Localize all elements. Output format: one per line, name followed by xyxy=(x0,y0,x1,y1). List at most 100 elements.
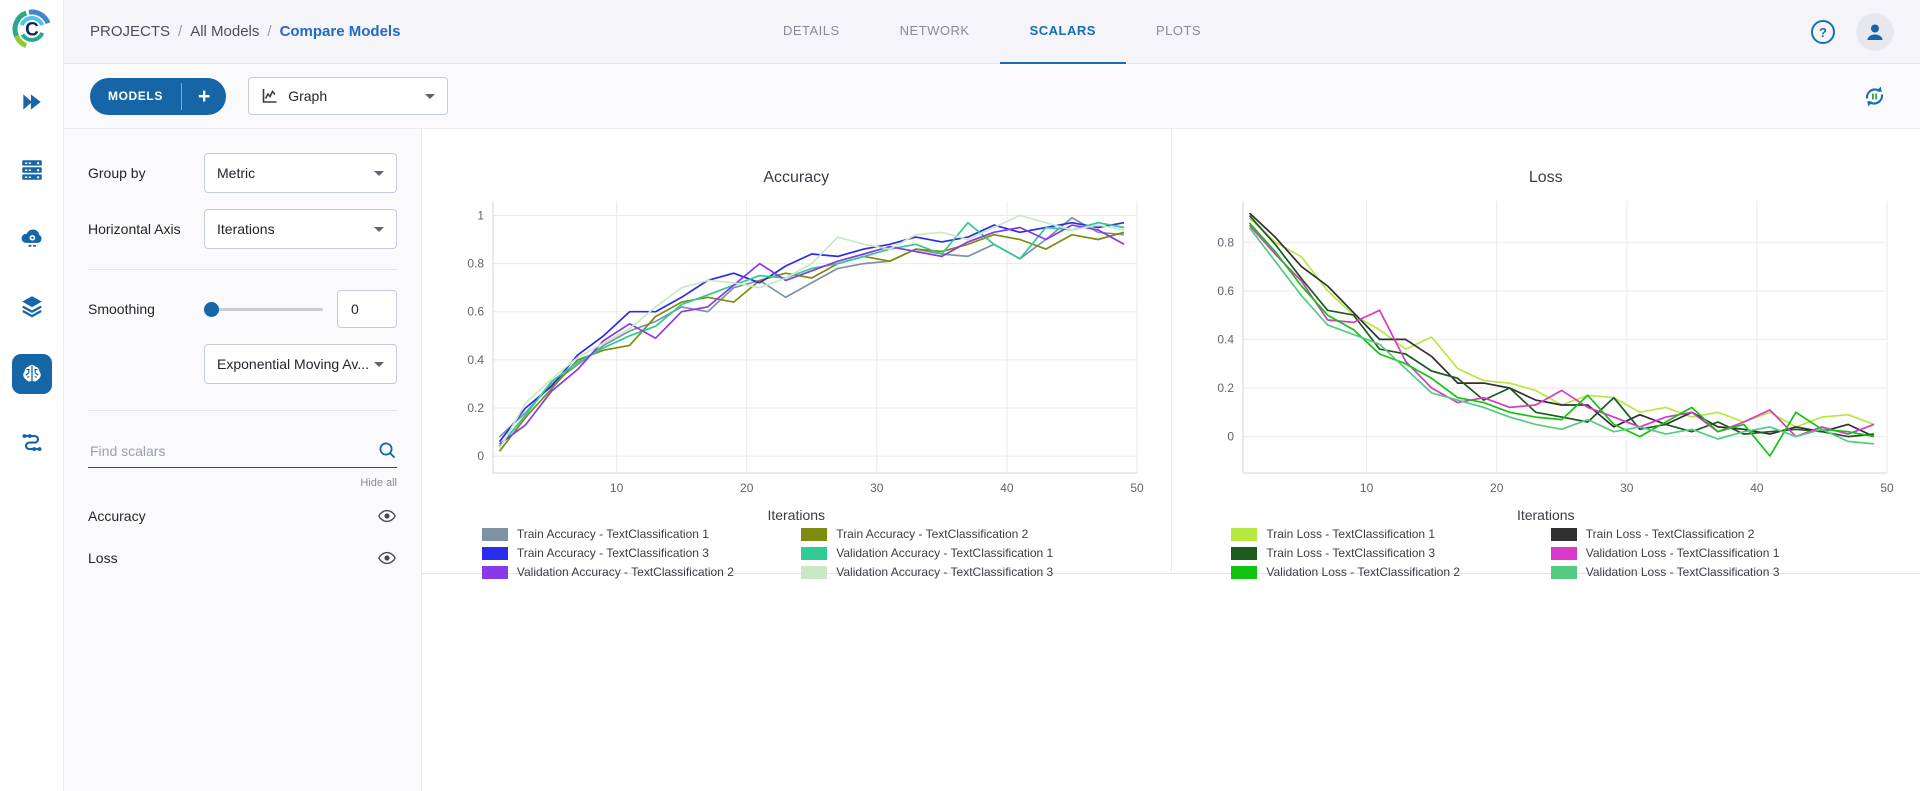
tab-network[interactable]: NETWORK xyxy=(899,23,970,38)
legend-label: Validation Loss - TextClassification 1 xyxy=(1585,546,1780,560)
models-button-label[interactable]: MODELS xyxy=(108,89,163,103)
slider-track[interactable] xyxy=(204,301,323,317)
legend-swatch xyxy=(1231,527,1258,541)
legend-item[interactable]: Train Loss - TextClassification 3 xyxy=(1231,546,1540,560)
legend-swatch xyxy=(1550,527,1577,541)
legend-swatch xyxy=(1231,546,1258,560)
auto-refresh-icon[interactable] xyxy=(1861,83,1888,110)
smoothing-slider[interactable] xyxy=(204,301,323,317)
legend-item[interactable]: Validation Accuracy - TextClassification… xyxy=(481,565,791,579)
legend-label: Validation Accuracy - TextClassification… xyxy=(836,565,1054,579)
chevron-down-icon xyxy=(425,93,436,99)
nav-layers-icon[interactable] xyxy=(12,286,52,326)
user-avatar[interactable] xyxy=(1856,12,1895,51)
svg-text:1: 1 xyxy=(478,208,485,222)
legend-item[interactable]: Train Loss - TextClassification 1 xyxy=(1231,527,1540,541)
scalars-settings-panel: Group by Metric Horizontal Axis Iteratio… xyxy=(64,128,422,791)
smoothing-type-select[interactable]: Exponential Moving Av... xyxy=(204,344,397,384)
chevron-down-icon xyxy=(374,361,384,367)
svg-text:0.2: 0.2 xyxy=(1217,381,1234,395)
add-model-button[interactable]: + xyxy=(197,84,211,108)
metric-label: Loss xyxy=(88,550,118,566)
legend-item[interactable]: Train Loss - TextClassification 2 xyxy=(1550,527,1860,541)
legend-item[interactable]: Train Accuracy - TextClassification 1 xyxy=(481,527,791,541)
svg-text:0: 0 xyxy=(1227,430,1234,444)
svg-text:50: 50 xyxy=(1131,481,1145,495)
legend-label: Train Loss - TextClassification 2 xyxy=(1585,527,1755,541)
tab-plots[interactable]: PLOTS xyxy=(1155,23,1202,38)
charts-area: Accuracy 0 0.2 0.4 0.6 0.8 1 10 20 30 40 50 Iterat… xyxy=(422,128,1920,791)
legend-label: Train Accuracy - TextClassification 1 xyxy=(516,527,709,541)
legend-swatch xyxy=(801,546,828,560)
header: PROJECTS / All Models / Compare Models D… xyxy=(64,0,1920,64)
tab-scalars[interactable]: SCALARS xyxy=(999,0,1126,64)
breadcrumb-current[interactable]: Compare Models xyxy=(279,23,401,40)
nav-pipeline-icon[interactable] xyxy=(12,422,52,462)
divider xyxy=(88,410,397,411)
graph-view-icon xyxy=(262,89,277,103)
legend-swatch xyxy=(1550,546,1577,560)
svg-text:30: 30 xyxy=(870,481,884,495)
hide-all-button[interactable]: Hide all xyxy=(360,477,397,489)
metric-row-accuracy[interactable]: Accuracy xyxy=(88,495,397,537)
loss-plot[interactable]: 0 0.2 0.4 0.6 0.8 10 20 30 40 50 xyxy=(1191,189,1901,507)
breadcrumb-separator: / xyxy=(178,23,183,40)
xaxis-title: Iterations xyxy=(767,507,826,523)
svg-text:0.4: 0.4 xyxy=(1217,332,1234,346)
legend-item[interactable]: Train Accuracy - TextClassification 3 xyxy=(481,546,791,560)
breadcrumb: PROJECTS / All Models / Compare Models xyxy=(90,23,753,40)
svg-text:0.8: 0.8 xyxy=(468,257,485,271)
nav-server-rack-icon[interactable] xyxy=(12,150,52,190)
tab-details[interactable]: DETAILS xyxy=(782,23,840,38)
nav-double-chevron-icon[interactable] xyxy=(12,82,52,122)
accuracy-chart: Accuracy 0 0.2 0.4 0.6 0.8 1 10 20 30 40 50 Iterat… xyxy=(422,129,1171,579)
legend-label: Train Loss - TextClassification 1 xyxy=(1266,527,1436,541)
breadcrumb-all-models[interactable]: All Models xyxy=(190,23,260,40)
chart-legend: Train Loss - TextClassification 1 Train L… xyxy=(1231,527,1860,579)
legend-swatch xyxy=(481,546,508,560)
legend-item[interactable]: Validation Loss - TextClassification 1 xyxy=(1550,546,1860,560)
svg-text:0: 0 xyxy=(478,449,485,463)
metric-row-loss[interactable]: Loss xyxy=(88,537,397,579)
search-icon[interactable] xyxy=(378,441,397,460)
legend-swatch xyxy=(1550,565,1577,579)
breadcrumb-separator: / xyxy=(267,23,272,40)
visibility-eye-icon[interactable] xyxy=(377,548,397,568)
legend-item[interactable]: Validation Accuracy - TextClassification… xyxy=(801,546,1110,560)
legend-label: Validation Loss - TextClassification 2 xyxy=(1266,565,1461,579)
svg-text:10: 10 xyxy=(1360,481,1374,495)
visibility-eye-icon[interactable] xyxy=(377,506,397,526)
nav-cloud-gear-icon[interactable] xyxy=(12,218,52,258)
help-icon[interactable]: ? xyxy=(1810,19,1836,45)
search-input[interactable] xyxy=(88,441,378,460)
slider-thumb[interactable] xyxy=(204,301,219,317)
legend-item[interactable]: Validation Loss - TextClassification 3 xyxy=(1550,565,1860,579)
nav-brain-icon[interactable] xyxy=(11,354,52,394)
svg-text:40: 40 xyxy=(1000,481,1014,495)
chart-title: Loss xyxy=(1528,169,1563,186)
legend-label: Validation Accuracy - TextClassification… xyxy=(516,565,734,579)
horizontal-axis-select[interactable]: Iterations xyxy=(204,209,397,249)
svg-text:30: 30 xyxy=(1620,481,1634,495)
legend-item[interactable]: Train Accuracy - TextClassification 2 xyxy=(801,527,1110,541)
group-by-value: Metric xyxy=(217,165,256,181)
legend-swatch xyxy=(481,527,508,541)
models-button[interactable]: MODELS + xyxy=(90,77,227,115)
charts-card: Accuracy 0 0.2 0.4 0.6 0.8 1 10 20 30 40 50 Iterat… xyxy=(422,128,1920,579)
smoothing-value-input[interactable]: 0 xyxy=(337,290,397,328)
horizontal-axis-label: Horizontal Axis xyxy=(88,221,181,237)
group-by-select[interactable]: Metric xyxy=(204,153,397,193)
svg-text:0.2: 0.2 xyxy=(468,401,485,415)
chart-legend: Train Accuracy - TextClassification 1 Tra… xyxy=(481,527,1111,579)
smoothing-label: Smoothing xyxy=(88,301,155,317)
legend-swatch xyxy=(481,565,508,579)
divider xyxy=(88,269,397,270)
legend-item[interactable]: Validation Loss - TextClassification 2 xyxy=(1231,565,1540,579)
clearml-logo[interactable]: C xyxy=(9,6,55,52)
breadcrumb-projects[interactable]: PROJECTS xyxy=(90,23,171,40)
legend-label: Train Accuracy - TextClassification 2 xyxy=(836,527,1029,541)
view-mode-select[interactable]: Graph xyxy=(248,77,449,115)
legend-item[interactable]: Validation Accuracy - TextClassification… xyxy=(801,565,1110,579)
accuracy-plot[interactable]: 0 0.2 0.4 0.6 0.8 1 10 20 30 40 50 xyxy=(441,189,1151,507)
chevron-down-icon xyxy=(374,226,384,232)
